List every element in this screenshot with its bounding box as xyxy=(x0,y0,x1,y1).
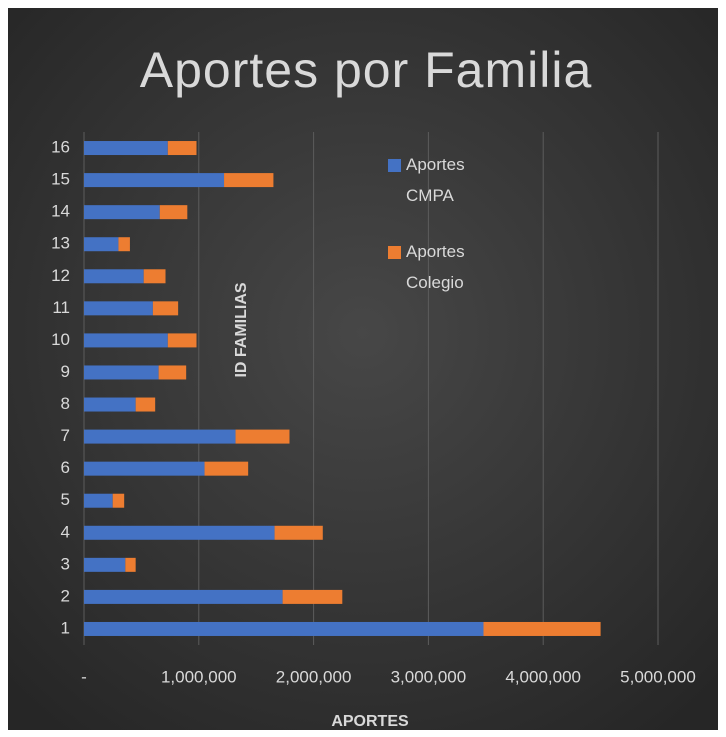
x-tick-label: 2,000,000 xyxy=(276,667,352,686)
bar-segment xyxy=(167,333,197,348)
bar-segment xyxy=(84,301,153,316)
legend-label: Aportes CMPA xyxy=(406,155,465,205)
bar-segment xyxy=(483,621,601,636)
bar-segment xyxy=(282,589,343,604)
x-tick-label: 1,000,000 xyxy=(161,667,237,686)
y-tick-label: 6 xyxy=(61,458,70,477)
bar-segment xyxy=(84,237,119,252)
x-tick-label: 5,000,000 xyxy=(620,667,696,686)
bar-segment xyxy=(274,525,323,540)
bar-segment xyxy=(167,141,197,156)
bar-segment xyxy=(224,173,274,188)
x-tick-label: 3,000,000 xyxy=(391,667,467,686)
bar-segment xyxy=(235,429,290,444)
x-tick-label: - xyxy=(81,667,87,686)
bar-segment xyxy=(84,205,160,220)
bar-segment xyxy=(84,397,136,412)
bar-segment xyxy=(84,333,168,348)
y-tick-label: 11 xyxy=(52,298,70,317)
bar-segment xyxy=(84,493,113,508)
x-tick-label: 4,000,000 xyxy=(505,667,581,686)
y-tick-label: 9 xyxy=(61,362,70,381)
bar-segment xyxy=(135,397,156,412)
y-tick-label: 1 xyxy=(61,618,70,637)
y-tick-label: 12 xyxy=(51,266,70,285)
bar-segment xyxy=(159,205,188,220)
bar-segment xyxy=(84,589,283,604)
bar-segment xyxy=(84,621,484,636)
y-axis-title: ID FAMILIAS xyxy=(233,282,250,377)
y-tick-label: 16 xyxy=(51,138,70,157)
bar-segment xyxy=(152,301,179,316)
y-tick-label: 10 xyxy=(51,330,70,349)
bar-segment xyxy=(84,365,159,380)
y-tick-label: 8 xyxy=(61,394,70,413)
y-tick-label: 5 xyxy=(61,490,70,509)
bar-segment xyxy=(84,173,225,188)
legend-swatch xyxy=(388,159,401,172)
bar-segment xyxy=(84,557,126,572)
legend-label: Aportes Colegio xyxy=(406,242,465,292)
y-tick-label: 14 xyxy=(51,202,70,221)
chart-title: Aportes por Familia xyxy=(140,42,593,98)
bar-segment xyxy=(125,557,136,572)
bar-segment xyxy=(158,365,187,380)
y-tick-label: 15 xyxy=(51,170,70,189)
bar-segment xyxy=(143,269,166,284)
bar-segment xyxy=(112,493,125,508)
y-tick-label: 13 xyxy=(51,234,70,253)
y-tick-label: 3 xyxy=(61,554,70,573)
y-tick-label: 2 xyxy=(61,586,70,605)
legend-swatch xyxy=(388,246,401,259)
bar-segment xyxy=(118,237,130,252)
y-tick-label: 7 xyxy=(61,426,70,445)
bar-segment xyxy=(84,269,144,284)
bar-segment xyxy=(84,429,236,444)
y-tick-label: 4 xyxy=(61,522,70,541)
x-axis-title: APORTES xyxy=(331,713,409,730)
bar-segment xyxy=(204,461,249,476)
bar-segment xyxy=(84,141,168,156)
bar-segment xyxy=(84,461,205,476)
bar-segment xyxy=(84,525,275,540)
